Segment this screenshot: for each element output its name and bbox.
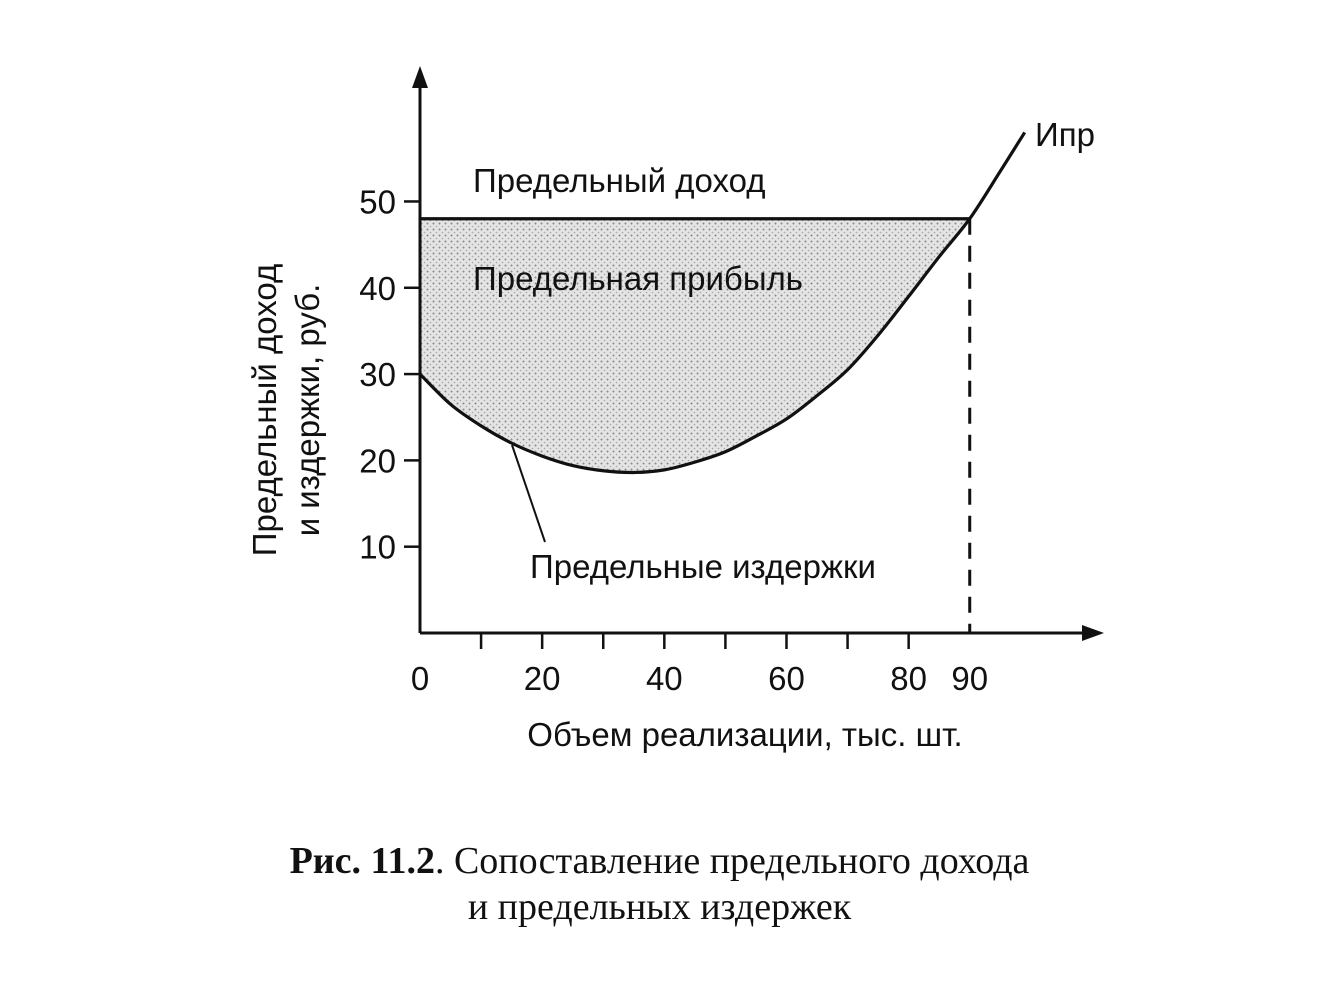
y-axis-label-line1: Предельный доход	[246, 264, 283, 556]
y-axis-label-line2: и издержки, руб.	[289, 284, 326, 537]
caption-line1: . Сопоставление предельного дохода	[434, 840, 1030, 882]
y-tick-label: 30	[359, 356, 396, 393]
y-axis-arrow	[412, 66, 428, 88]
caption-line2: и предельных издержек	[467, 886, 852, 929]
chart-figure: 10 20 30 40 50 0 20 40 60 80 90 Объем реализации, …	[246, 66, 1104, 753]
marginal-cost-curve	[418, 131, 1027, 475]
figure-number: Рис. 11.2	[289, 840, 435, 882]
profit-shaded-region	[420, 218, 970, 473]
profit-region-label: Предельная прибыль	[473, 260, 803, 297]
x-tick-label: 40	[646, 660, 683, 697]
y-tick-label: 10	[359, 529, 396, 566]
figure-caption: Рис. 11.2. Сопоставление предельного дох…	[0, 838, 1319, 931]
curve-end-label: Ипр	[1035, 116, 1095, 153]
x-tick-label: 80	[890, 660, 927, 697]
y-tick-label: 50	[359, 183, 396, 220]
x-axis-label: Объем реализации, тыс. шт.	[527, 716, 962, 753]
x-axis-arrow	[1082, 625, 1104, 641]
x-tick-label: 20	[524, 660, 561, 697]
x-tick-label: 0	[411, 660, 429, 697]
costs-annotation: Предельные издержки	[530, 548, 876, 585]
costs-leader-line	[511, 444, 546, 543]
y-tick-label: 40	[359, 270, 396, 307]
revenue-annotation: Предельный доход	[473, 162, 765, 199]
x-tick-label: 60	[768, 660, 805, 697]
y-tick-label: 20	[359, 442, 396, 479]
x-tick-label: 90	[951, 660, 988, 697]
